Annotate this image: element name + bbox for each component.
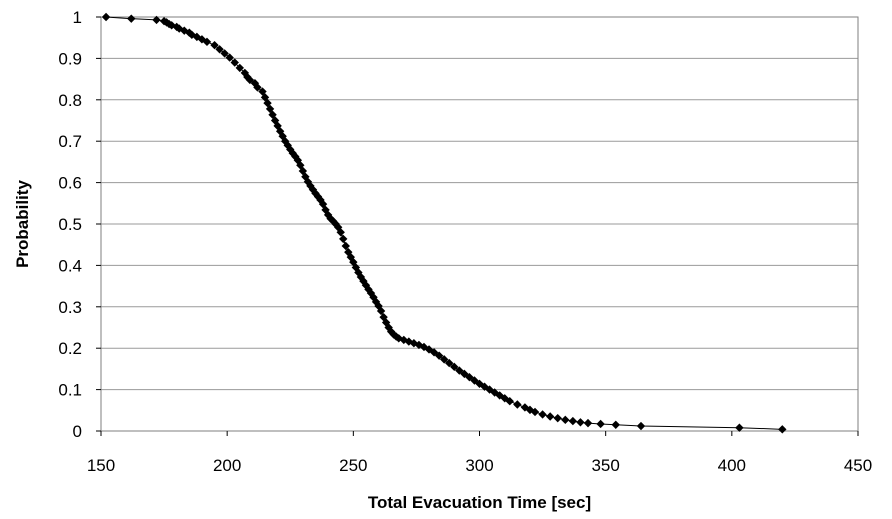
x-tick-labels: 150 200 250 300 350 400 450	[87, 431, 872, 475]
y-tick-label: 0.9	[58, 49, 82, 68]
x-tick-label: 250	[339, 456, 367, 475]
y-tick-label: 0.5	[58, 215, 82, 234]
data-point	[101, 12, 111, 22]
data-point	[561, 415, 570, 425]
y-tick-label: 0.3	[58, 298, 82, 317]
data-point	[298, 166, 308, 176]
data-point	[127, 14, 136, 23]
data-point	[513, 400, 522, 409]
y-tick-label: 0.2	[58, 339, 82, 358]
data-point	[376, 306, 386, 316]
x-axis-title: Total Evacuation Time [sec]	[368, 493, 591, 512]
data-point	[225, 53, 234, 62]
x-tick-label: 200	[213, 456, 241, 475]
x-tick-label: 400	[718, 456, 746, 475]
data-point	[434, 351, 444, 360]
data-point	[583, 418, 593, 428]
data-point	[202, 37, 212, 47]
y-tick-label: 0.6	[58, 174, 82, 193]
data-point	[230, 58, 239, 67]
data-point	[576, 418, 585, 427]
data-point	[439, 355, 449, 364]
data-point	[215, 45, 224, 54]
data-point	[735, 423, 744, 432]
y-tick-label: 1	[73, 8, 82, 27]
data-point	[545, 412, 555, 421]
data-point	[339, 234, 348, 244]
data-point	[636, 421, 646, 431]
y-tick-label: 0.8	[58, 91, 82, 110]
data-point	[450, 362, 459, 372]
data-point	[530, 407, 540, 417]
data-point	[596, 419, 605, 429]
data-point	[611, 420, 620, 429]
data-point	[243, 72, 252, 82]
x-tick-label: 450	[844, 456, 872, 475]
data-point	[152, 15, 161, 25]
y-tick-label: 0.7	[58, 132, 82, 151]
data-point	[445, 358, 454, 368]
data-point	[568, 416, 578, 426]
data-point	[538, 410, 547, 419]
data-point	[265, 104, 275, 114]
y-tick-labels: 0 0.1 0.2 0.3 0.4 0.5 0.6 0.7 0.8 0.9 1	[58, 8, 101, 441]
data-point	[187, 30, 197, 40]
data-point	[308, 185, 318, 194]
data-point	[341, 241, 350, 251]
y-tick-label: 0.4	[58, 256, 82, 275]
y-tick-label: 0	[73, 422, 82, 441]
x-tick-label: 300	[465, 456, 493, 475]
data-point	[220, 49, 229, 58]
data-point	[520, 403, 530, 412]
data-point	[283, 141, 292, 150]
data-point	[210, 40, 219, 50]
x-tick-label: 150	[87, 456, 115, 475]
x-tick-label: 350	[591, 456, 619, 475]
y-tick-label: 0.1	[58, 381, 82, 400]
data-point	[235, 63, 244, 73]
data-point	[253, 83, 262, 92]
data-point	[778, 425, 787, 434]
data-point	[336, 228, 345, 237]
data-point	[505, 396, 514, 406]
data-point	[303, 177, 313, 186]
data-markers	[101, 12, 787, 434]
data-point	[553, 413, 562, 423]
y-axis-title: Probability	[13, 180, 32, 268]
